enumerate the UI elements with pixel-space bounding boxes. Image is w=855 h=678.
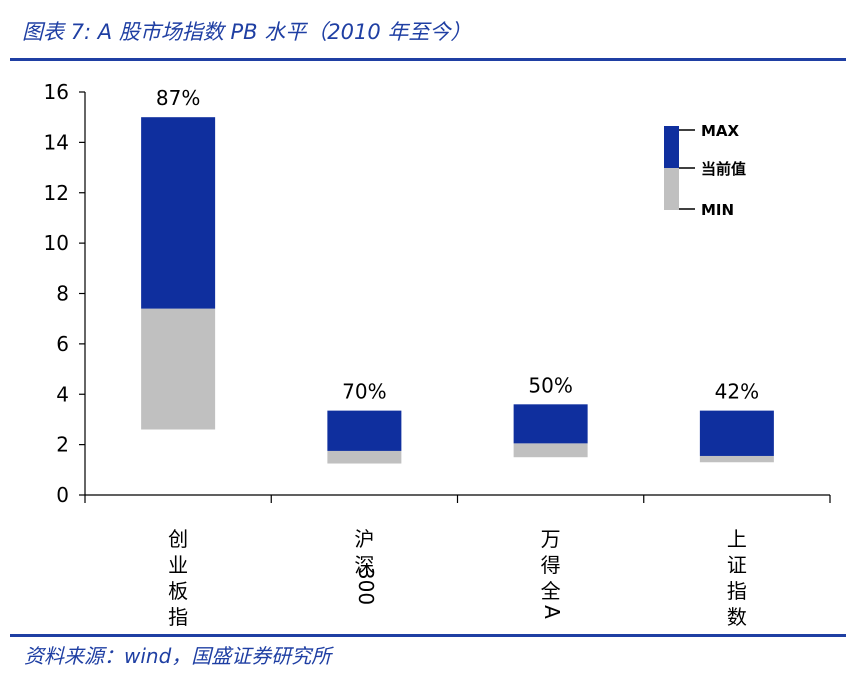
y-tick-label: 10 (44, 231, 69, 255)
legend-label: MIN (701, 201, 734, 219)
category-label-run: A (540, 605, 564, 619)
category-label-run: 300 (354, 567, 378, 605)
bar-upper-segment (141, 117, 216, 309)
legend-label: 当前值 (701, 160, 746, 178)
category-label-char: 上 (727, 527, 747, 551)
bar-upper-segment (327, 410, 402, 451)
category-label-char: 指 (727, 579, 747, 603)
bar-lower-segment (141, 308, 216, 430)
legend: MAX 当前值 MIN (664, 122, 746, 219)
percentile-label: 50% (528, 373, 572, 397)
category-label-char: 得 (541, 553, 561, 577)
top-rule (10, 58, 846, 61)
category-label-char: 全 (541, 579, 561, 603)
percentile-label: 70% (342, 380, 386, 404)
legend-label: MAX (701, 122, 740, 140)
category-label-char: 万 (541, 527, 561, 551)
y-tick-label: 8 (56, 282, 69, 306)
legend-lower-swatch (664, 168, 679, 210)
category-label-char: 指 (168, 605, 188, 629)
y-tick-label: 16 (44, 80, 69, 104)
bars (141, 117, 774, 464)
category-label-char: 证 (727, 553, 747, 577)
y-tick-label: 2 (56, 433, 69, 457)
bottom-rule (10, 634, 846, 637)
bar-lower-segment (699, 455, 774, 463)
category-label-char: 板 (168, 579, 188, 603)
percentile-label: 87% (156, 86, 200, 110)
y-tick-label: 4 (56, 382, 69, 406)
bar-lower-segment (513, 443, 588, 458)
category-label-char: 数 (727, 605, 747, 629)
category-label-char: 深 (354, 553, 374, 577)
category-label-char: 业 (168, 553, 188, 577)
category-label-char: 沪 (354, 527, 374, 551)
axes: 0 2 4 6 8 10 12 14 16 (44, 80, 831, 507)
y-tick-label: 6 (56, 332, 69, 356)
legend-upper-swatch (664, 126, 679, 168)
chart-title: 图表 7: A 股市场指数 PB 水平（2010 年至今） (22, 20, 472, 44)
percentile-label: 42% (715, 380, 759, 404)
y-tick-label: 0 (56, 483, 69, 507)
source-note: 资料来源：wind，国盛证券研究所 (24, 644, 332, 668)
category-label-char: 创 (168, 527, 188, 551)
bar-lower-segment (327, 450, 402, 464)
y-tick-label: 14 (44, 130, 69, 154)
y-tick-label: 12 (44, 181, 69, 205)
bar-upper-segment (513, 404, 588, 444)
bar-upper-segment (699, 410, 774, 456)
